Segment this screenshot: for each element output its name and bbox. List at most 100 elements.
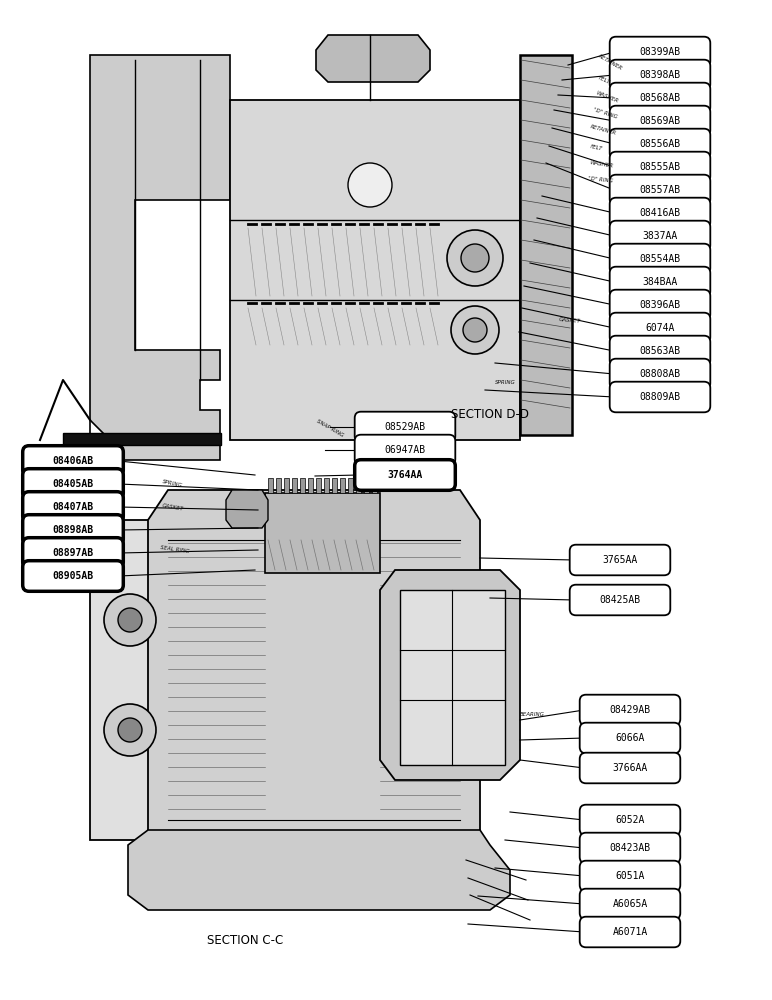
FancyBboxPatch shape (580, 833, 680, 863)
FancyBboxPatch shape (332, 478, 337, 493)
FancyBboxPatch shape (268, 478, 273, 493)
Circle shape (461, 244, 489, 272)
Text: WASHER: WASHER (595, 90, 619, 104)
FancyBboxPatch shape (610, 382, 710, 412)
Text: 6052A: 6052A (615, 815, 645, 825)
Text: SNAP RING: SNAP RING (315, 418, 344, 438)
Text: 08809AB: 08809AB (639, 392, 681, 402)
FancyBboxPatch shape (570, 545, 670, 575)
FancyBboxPatch shape (610, 106, 710, 136)
Circle shape (118, 608, 142, 632)
FancyBboxPatch shape (610, 175, 710, 205)
FancyBboxPatch shape (22, 469, 124, 499)
FancyBboxPatch shape (284, 478, 289, 493)
Text: 08399AB: 08399AB (639, 47, 681, 57)
Polygon shape (148, 490, 480, 850)
FancyBboxPatch shape (354, 460, 455, 490)
FancyBboxPatch shape (580, 861, 680, 891)
Polygon shape (90, 55, 230, 440)
FancyBboxPatch shape (580, 695, 680, 725)
Text: 6074A: 6074A (645, 323, 675, 333)
Text: 08555AB: 08555AB (639, 162, 681, 172)
FancyBboxPatch shape (610, 198, 710, 228)
Text: 06947AB: 06947AB (384, 445, 425, 455)
FancyBboxPatch shape (610, 83, 710, 113)
Text: SEAL RING: SEAL RING (160, 545, 190, 555)
FancyBboxPatch shape (22, 492, 124, 522)
Circle shape (118, 718, 142, 742)
FancyBboxPatch shape (348, 478, 353, 493)
FancyBboxPatch shape (22, 538, 124, 568)
FancyBboxPatch shape (610, 129, 710, 159)
FancyBboxPatch shape (22, 446, 124, 476)
Text: 08405AB: 08405AB (52, 479, 93, 489)
FancyBboxPatch shape (400, 590, 505, 765)
Text: 3837AA: 3837AA (642, 231, 678, 241)
Text: 08556AB: 08556AB (639, 139, 681, 149)
FancyBboxPatch shape (300, 478, 305, 493)
Text: 08897AB: 08897AB (52, 548, 93, 558)
FancyBboxPatch shape (610, 37, 710, 67)
FancyBboxPatch shape (580, 917, 680, 947)
FancyBboxPatch shape (340, 478, 345, 493)
FancyBboxPatch shape (22, 561, 124, 591)
FancyBboxPatch shape (610, 244, 710, 274)
Text: SPRING: SPRING (495, 379, 516, 384)
Text: 08905AB: 08905AB (52, 571, 93, 581)
FancyBboxPatch shape (610, 60, 710, 90)
FancyBboxPatch shape (354, 412, 455, 442)
Text: RETAINER: RETAINER (590, 124, 618, 136)
Polygon shape (128, 830, 510, 910)
Text: RETAINER: RETAINER (597, 53, 623, 71)
FancyBboxPatch shape (520, 55, 572, 435)
FancyBboxPatch shape (292, 478, 297, 493)
FancyBboxPatch shape (354, 435, 455, 465)
Circle shape (104, 594, 156, 646)
Text: SECTION D-D: SECTION D-D (451, 408, 529, 422)
Text: "D" RING: "D" RING (593, 107, 618, 119)
Text: 6051A: 6051A (615, 871, 645, 881)
FancyBboxPatch shape (610, 359, 710, 389)
FancyBboxPatch shape (324, 478, 329, 493)
FancyBboxPatch shape (610, 267, 710, 297)
Text: BEARING: BEARING (520, 712, 545, 718)
Text: SPRING: SPRING (162, 479, 183, 489)
Text: 08425AB: 08425AB (599, 595, 641, 605)
Polygon shape (75, 440, 220, 460)
Text: 08563AB: 08563AB (639, 346, 681, 356)
Text: 08808AB: 08808AB (639, 369, 681, 379)
Text: 08423AB: 08423AB (609, 843, 651, 853)
Text: 3766AA: 3766AA (612, 763, 648, 773)
FancyBboxPatch shape (230, 100, 520, 440)
Text: FELT: FELT (590, 144, 604, 152)
Circle shape (463, 318, 487, 342)
Text: 08396AB: 08396AB (639, 300, 681, 310)
FancyBboxPatch shape (308, 478, 313, 493)
Text: GASKET: GASKET (162, 503, 185, 511)
FancyBboxPatch shape (610, 290, 710, 320)
FancyBboxPatch shape (570, 585, 670, 615)
Circle shape (447, 230, 503, 286)
FancyBboxPatch shape (610, 313, 710, 343)
FancyBboxPatch shape (580, 805, 680, 835)
Text: A6071A: A6071A (612, 927, 648, 937)
Text: 3764AA: 3764AA (388, 470, 422, 480)
FancyBboxPatch shape (63, 433, 221, 445)
Text: 6066A: 6066A (615, 733, 645, 743)
Text: 08569AB: 08569AB (639, 116, 681, 126)
Text: 08529AB: 08529AB (384, 422, 425, 432)
FancyBboxPatch shape (356, 478, 361, 493)
Text: WASHER: WASHER (589, 160, 614, 168)
FancyBboxPatch shape (265, 493, 380, 573)
Text: "D" RING: "D" RING (588, 176, 613, 184)
FancyBboxPatch shape (610, 336, 710, 366)
Text: A6065A: A6065A (612, 899, 648, 909)
Text: 08406AB: 08406AB (52, 456, 93, 466)
FancyBboxPatch shape (372, 478, 377, 493)
Text: 08429AB: 08429AB (609, 705, 651, 715)
Circle shape (104, 704, 156, 756)
Circle shape (348, 163, 392, 207)
Text: GASKET: GASKET (559, 317, 581, 323)
FancyBboxPatch shape (276, 478, 281, 493)
Text: 08568AB: 08568AB (639, 93, 681, 103)
